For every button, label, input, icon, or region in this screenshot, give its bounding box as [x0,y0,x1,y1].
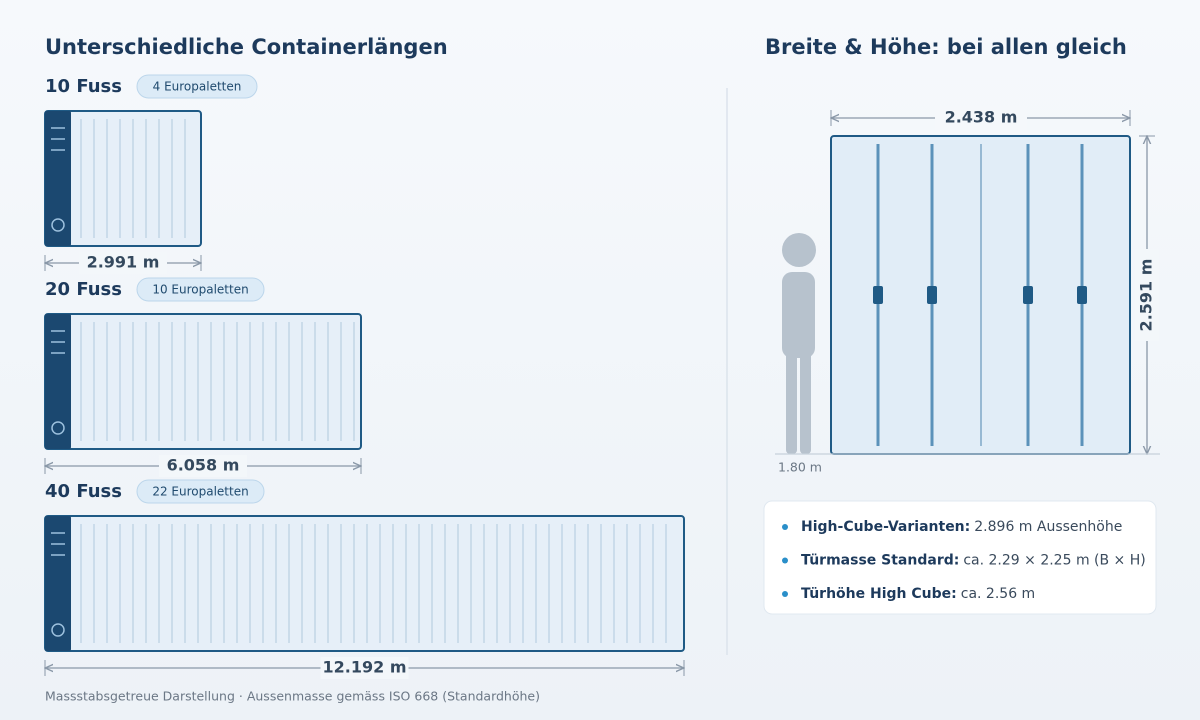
label-bg [1135,249,1159,341]
label-bg [79,252,167,274]
container-list: 10 Fuss 4 Europaletten 2.991 m 20 Fuss 10 Eu… [44,74,685,679]
pill [136,479,265,504]
pill [136,277,265,302]
note-label: Türhöhe High Cube: [801,586,957,602]
label-bg [159,455,247,477]
note: High-Cube-Varianten: 2.896 m Aussenhöhe [801,519,1122,535]
handle [873,286,883,304]
note-label: Türmasse Standard: [801,553,959,569]
handle [1077,286,1087,304]
bullet [782,524,788,530]
pill [136,74,258,99]
bullet [782,591,788,597]
length-label: 12.192 m [323,658,407,677]
note: Türmasse Standard: ca. 2.29 × 2.25 m (B ×… [801,553,1146,569]
footer: Massstabsgetreue Darstellung · Aussenmas… [45,689,540,704]
handle [927,286,937,304]
note-text: ca. 2.56 m [961,586,1035,602]
width-label: 2.438 m [945,108,1018,127]
door-lock [51,623,65,637]
pallet-label: 4 Europaletten [153,80,242,94]
label-bg [320,657,409,679]
bullet [782,557,788,564]
length-label: 2.991 m [87,253,160,272]
length-label: 6.058 m [167,456,240,475]
note: Türhöhe High Cube: ca. 2.56 m [801,586,1035,602]
person-head [782,233,816,267]
note-label: High-Cube-Varianten: [801,519,970,535]
container-name: 20 Fuss [45,279,122,300]
label-bg [935,106,1027,130]
notes-list: High-Cube-Varianten: 2.896 m Aussenhöhe Tü… [782,519,1146,602]
handle [1023,286,1033,304]
person-leg [786,345,797,454]
note-text: ca. 2.29 × 2.25 m (B × H) [963,553,1145,569]
pallet-label: 22 Europaletten [152,485,248,499]
pallet-label: 10 Europaletten [152,283,248,297]
door-band [45,111,71,246]
person-leg [800,345,811,454]
door-lock [51,218,65,232]
height-label: 2.591 m [1137,259,1156,332]
container-name: 40 Fuss [45,481,122,502]
notes-card [763,500,1157,615]
container-name: 10 Fuss [45,76,122,97]
container [44,313,362,450]
door-lock [51,421,65,435]
door-band [45,516,71,651]
left-title: Unterschiedliche Containerlängen [45,35,448,59]
person-label: 1.80 m [778,460,822,475]
door-band [45,314,71,449]
note-text: 2.896 m Aussenhöhe [974,519,1122,535]
person-body [782,272,815,358]
right-title: Breite & Höhe: bei allen gleich [765,35,1127,59]
